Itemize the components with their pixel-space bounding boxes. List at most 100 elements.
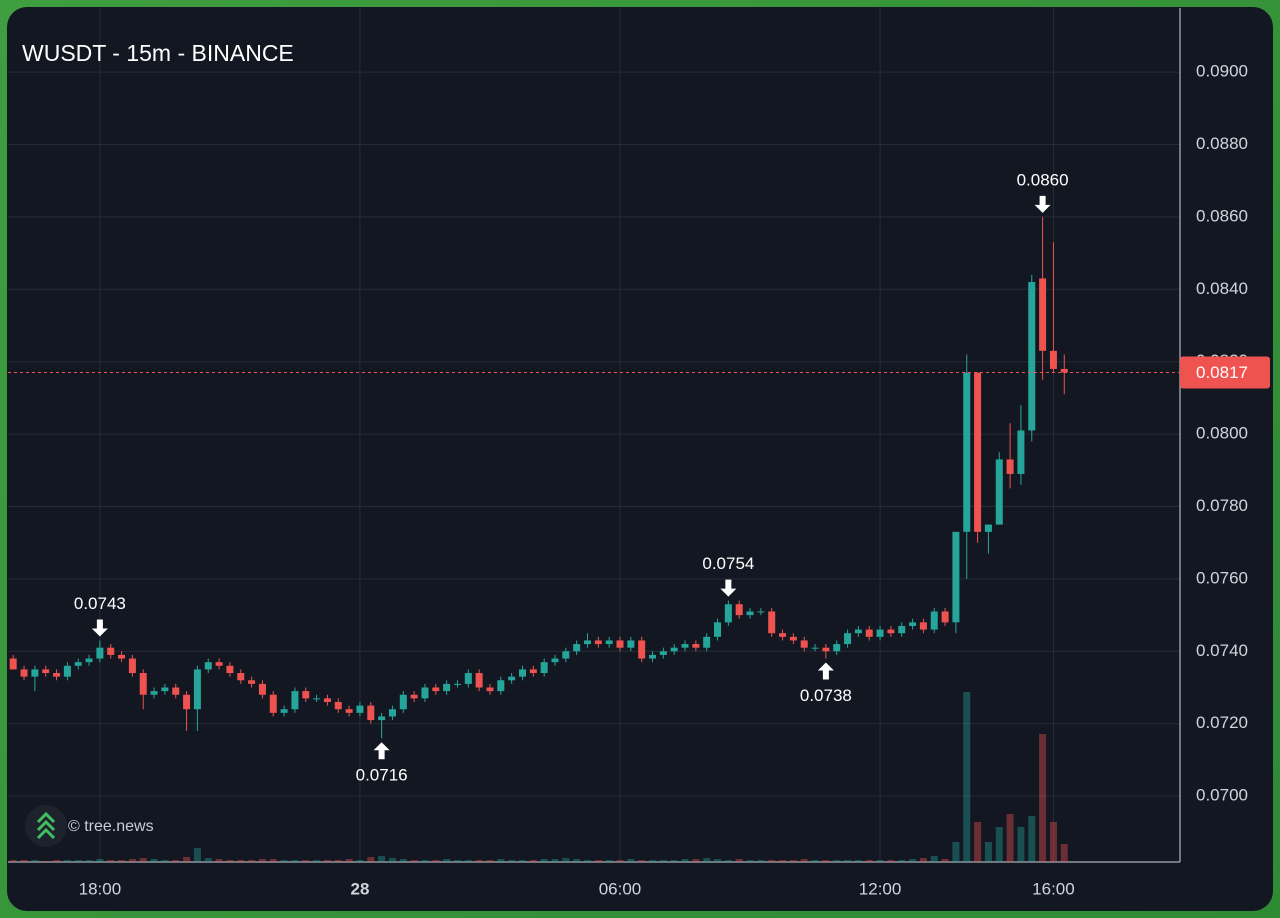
- candle-body: [800, 640, 808, 648]
- candle-body: [486, 687, 494, 692]
- candle-body: [183, 694, 191, 710]
- volume-bar: [53, 860, 61, 862]
- volume-bar: [605, 860, 613, 862]
- volume-bar: [768, 860, 776, 862]
- y-tick-label: 0.0740: [1196, 641, 1248, 660]
- candle-body: [432, 687, 440, 692]
- candle-body: [215, 662, 223, 666]
- last-price-badge: [1180, 356, 1270, 389]
- candle-body: [9, 658, 17, 670]
- volume-bar: [779, 860, 787, 862]
- candle-body: [616, 640, 624, 648]
- volume-bar: [1060, 844, 1068, 862]
- volume-bar: [367, 857, 375, 862]
- candle-body: [854, 629, 862, 634]
- volume-bar: [193, 848, 201, 862]
- candle-body: [302, 691, 310, 699]
- candle-body: [150, 691, 158, 695]
- volume-bar: [323, 860, 331, 862]
- volume-bar: [692, 859, 700, 862]
- y-tick-label: 0.0900: [1196, 62, 1248, 81]
- candle-body: [984, 524, 992, 532]
- candle-body: [1060, 368, 1068, 373]
- candle-body: [356, 705, 364, 713]
- volume-bar: [63, 860, 71, 862]
- volume-bar: [172, 860, 180, 862]
- candle-body: [963, 372, 971, 532]
- candle-body: [204, 662, 212, 670]
- y-tick-label: 0.0760: [1196, 568, 1248, 587]
- volume-bar: [399, 859, 407, 862]
- candle-body: [551, 658, 559, 663]
- volume-bar: [1028, 816, 1036, 862]
- candle-body: [638, 640, 646, 659]
- high-arrow: [91, 619, 108, 637]
- candle-body: [659, 651, 667, 655]
- volume-bar: [280, 860, 288, 862]
- candle-body: [844, 633, 852, 645]
- volume-bar: [573, 859, 581, 862]
- candle-body: [529, 669, 537, 674]
- candle-body: [508, 676, 516, 681]
- y-tick-label: 0.0780: [1196, 496, 1248, 515]
- volume-bar: [649, 860, 657, 862]
- candle-body: [724, 604, 732, 623]
- candle-body: [139, 673, 147, 695]
- candle-body: [453, 683, 461, 685]
- candle-body: [280, 709, 288, 713]
- volume-bar: [1039, 734, 1047, 862]
- volume-bar: [118, 860, 126, 862]
- candle-body: [1006, 459, 1014, 474]
- volume-bar: [627, 859, 635, 862]
- volume-bar: [974, 822, 982, 862]
- candle-body: [20, 669, 28, 677]
- volume-bar: [20, 860, 28, 862]
- volume-bar: [616, 860, 624, 862]
- low-arrow: [817, 662, 834, 680]
- x-tick-label: 12:00: [859, 879, 902, 898]
- candle-body: [237, 673, 245, 681]
- candle-body: [96, 647, 104, 659]
- candle-body: [757, 611, 765, 613]
- candle-body: [540, 662, 548, 674]
- volume-bar: [128, 859, 136, 862]
- volume-bar: [995, 827, 1003, 862]
- y-tick-label: 0.0700: [1196, 786, 1248, 805]
- candle-body: [42, 669, 50, 674]
- last-price-label: 0.0817: [1196, 363, 1248, 382]
- candle-body: [768, 611, 776, 634]
- candle-body: [497, 680, 505, 692]
- volume-bar: [822, 860, 830, 862]
- candle-body: [291, 691, 299, 710]
- volume-bar: [681, 859, 689, 862]
- x-tick-label: 16:00: [1032, 879, 1075, 898]
- candle-body: [475, 673, 483, 688]
- candle-body: [410, 694, 418, 699]
- volume-bar: [486, 860, 494, 862]
- volume-bar: [356, 860, 364, 862]
- volume-bar: [865, 860, 873, 862]
- watermark-logo: [25, 805, 67, 847]
- high-arrow: [1034, 195, 1051, 213]
- candle-body: [995, 459, 1003, 525]
- candle-body: [63, 665, 71, 677]
- chart-title: WUSDT - 15m - BINANCE: [22, 40, 294, 66]
- volume-bar: [919, 858, 927, 862]
- high-arrow: [720, 579, 737, 597]
- candle-body: [887, 629, 895, 634]
- candle-body: [789, 636, 797, 641]
- volume-bar: [898, 860, 906, 862]
- candle-body: [1028, 282, 1036, 431]
- volume-bar: [215, 859, 223, 862]
- volume-bar: [378, 856, 386, 862]
- volume-bar: [237, 860, 245, 862]
- candle-body: [583, 640, 591, 645]
- candle-body: [876, 629, 884, 637]
- candle-body: [53, 673, 61, 677]
- volume-bar: [302, 860, 310, 862]
- volume-bar: [258, 859, 266, 862]
- volume-bar: [291, 860, 299, 862]
- watermark-logo-chevron: [36, 811, 56, 840]
- volume-bar: [388, 858, 396, 862]
- chart-frame: WUSDT - 15m - BINANCE 0.0700 0.0720 0.0740…: [7, 7, 1273, 911]
